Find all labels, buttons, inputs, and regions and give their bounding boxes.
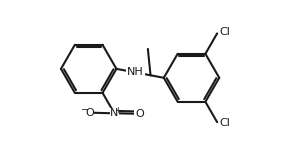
Text: Cl: Cl [219,27,230,37]
Text: O: O [85,108,94,118]
Text: O: O [135,109,144,119]
Text: N: N [110,108,118,118]
Text: +: + [115,105,121,115]
Text: Cl: Cl [219,118,230,128]
Text: NH: NH [127,67,144,77]
Text: −: − [81,105,89,114]
